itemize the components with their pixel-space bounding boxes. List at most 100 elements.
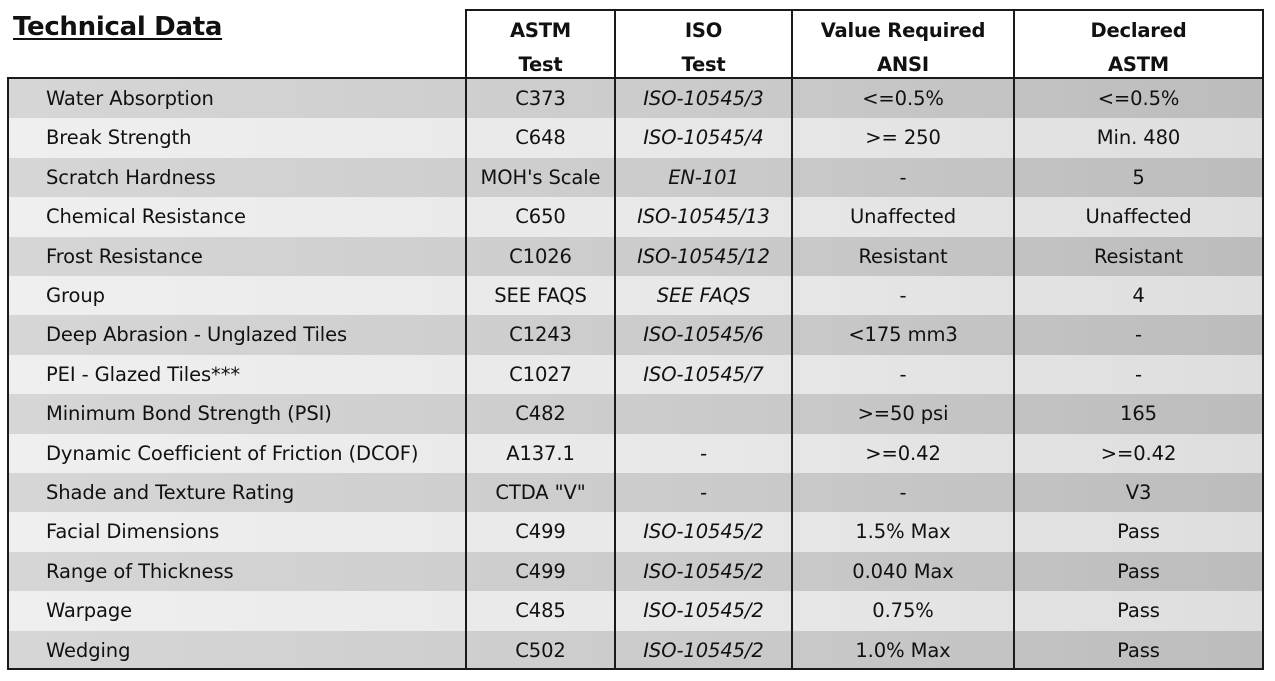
table-top-border: [465, 9, 1264, 11]
iso-test-cell: ISO-10545/13: [637, 205, 770, 229]
property-cell: Wedging: [46, 638, 131, 662]
iso-test-cell: ISO-10545/6: [643, 323, 764, 347]
table-row: Dynamic Coefficient of Friction (DCOF) A…: [8, 433, 1263, 473]
table-row: Frost Resistance C1026 ISO-10545/12 Resi…: [8, 236, 1263, 276]
column-header-line: ASTM: [509, 19, 572, 42]
value-required-cell: Unaffected: [849, 205, 957, 229]
value-required-cell: Resistant: [858, 244, 948, 268]
column-header-line: ASTM: [1107, 53, 1170, 76]
iso-test-cell: [615, 394, 792, 433]
page-title: Technical Data: [13, 12, 223, 42]
table-row: Chemical Resistance C650 ISO-10545/13 Un…: [8, 197, 1263, 237]
table-row: Water Absorption C373 ISO-10545/3 <=0.5%…: [8, 79, 1263, 119]
declared-value-cell: Pass: [1117, 599, 1160, 623]
declared-value-cell: V3: [1125, 481, 1152, 504]
value-required-cell: <175 mm3: [848, 323, 958, 347]
astm-test-cell: C648: [515, 126, 566, 150]
astm-test-cell: C485: [515, 599, 566, 623]
value-required-cell: 1.0% Max: [855, 638, 951, 662]
declared-value-cell: Resistant: [1093, 244, 1184, 268]
iso-test-cell: -: [700, 441, 707, 465]
astm-test-cell: C650: [515, 205, 566, 229]
value-required-cell: -: [899, 362, 907, 386]
table-row: Break Strength C648 ISO-10545/4 >= 250 M…: [8, 118, 1263, 158]
property-cell: Facial Dimensions: [46, 520, 220, 544]
property-cell: Range of Thickness: [46, 559, 234, 583]
table-row: Group SEE FAQS SEE FAQS - 4: [8, 276, 1263, 316]
declared-value-cell: Pass: [1117, 638, 1160, 662]
astm-test-cell: C499: [515, 520, 566, 544]
astm-test-cell: SEE FAQS: [494, 284, 587, 307]
iso-test-cell: -: [700, 481, 707, 504]
table-row: Facial Dimensions C499 ISO-10545/2 1.5% …: [8, 512, 1263, 552]
iso-test-cell: EN-101: [668, 165, 739, 189]
iso-test-cell: ISO-10545/2: [643, 559, 764, 583]
declared-value-cell: 4: [1132, 284, 1145, 307]
column-header-line: Value Required: [820, 19, 986, 42]
property-cell: Deep Abrasion - Unglazed Tiles: [46, 323, 348, 347]
iso-test-cell: ISO-10545/7: [643, 362, 764, 386]
header-bottom-border: [7, 77, 1264, 79]
table-header: ASTM Test ISO Test Value Required ANSI D…: [0, 0, 1275, 78]
astm-test-cell: C1027: [509, 362, 572, 386]
property-cell: Dynamic Coefficient of Friction (DCOF): [46, 441, 419, 465]
astm-test-cell: C482: [515, 402, 566, 426]
table-row: Wedging C502 ISO-10545/2 1.0% Max Pass: [8, 630, 1263, 670]
value-required-cell: -: [899, 284, 907, 307]
value-required-cell: 0.75%: [872, 599, 934, 623]
iso-test-cell: ISO-10545/4: [643, 126, 764, 150]
property-cell: Scratch Hardness: [46, 165, 216, 189]
column-header-iso-test: ISO Test: [615, 14, 792, 82]
property-cell: Water Absorption: [46, 87, 214, 110]
table-row: PEI - Glazed Tiles*** C1027 ISO-10545/7 …: [8, 354, 1263, 395]
column-header-line: ANSI: [877, 53, 929, 76]
table-row: Warpage C485 ISO-10545/2 0.75% Pass: [8, 591, 1263, 631]
astm-test-cell: A137.1: [506, 441, 575, 465]
iso-test-cell: ISO-10545/12: [637, 244, 770, 268]
astm-test-cell: CTDA "V": [495, 481, 586, 504]
declared-value-cell: -: [1135, 323, 1142, 347]
table-left-border: [7, 77, 9, 670]
column-header-line: Test: [681, 53, 726, 76]
column-header-line: ISO: [684, 19, 723, 42]
iso-test-cell: ISO-10545/2: [643, 599, 764, 623]
iso-test-cell: ISO-10545/3: [643, 87, 764, 110]
astm-test-cell: C502: [515, 638, 566, 662]
declared-value-cell: Min. 480: [1096, 126, 1181, 150]
column-divider: [791, 9, 793, 670]
property-cell: Group: [46, 284, 105, 307]
column-header-line: Declared: [1090, 19, 1187, 42]
table-row: Range of Thickness C499 ISO-10545/2 0.04…: [8, 551, 1263, 592]
property-cell: Break Strength: [46, 126, 192, 150]
table-row: Shade and Texture Rating CTDA "V" - - V3: [8, 473, 1263, 513]
table-right-border: [1262, 9, 1264, 670]
iso-test-cell: ISO-10545/2: [643, 520, 764, 544]
value-required-cell: >=0.42: [865, 441, 941, 465]
value-required-cell: -: [899, 481, 907, 504]
property-cell: Frost Resistance: [46, 244, 203, 268]
value-required-cell: 0.040 Max: [852, 559, 954, 583]
declared-value-cell: -: [1135, 362, 1142, 386]
declared-value-cell: Pass: [1117, 559, 1160, 583]
property-cell: Minimum Bond Strength (PSI): [46, 402, 332, 426]
table-row: Scratch Hardness MOH's Scale EN-101 - 5: [8, 157, 1263, 198]
value-required-cell: -: [899, 165, 907, 189]
property-cell: Chemical Resistance: [46, 205, 246, 229]
column-header-line: Test: [518, 53, 563, 76]
declared-value-cell: <=0.5%: [1097, 87, 1180, 110]
column-divider: [465, 9, 467, 670]
value-required-cell: <=0.5%: [862, 87, 944, 110]
astm-test-cell: C1243: [509, 323, 572, 347]
property-cell: PEI - Glazed Tiles***: [46, 362, 241, 386]
astm-test-cell: C373: [515, 87, 566, 110]
table-bottom-border: [7, 668, 1264, 670]
property-cell: Warpage: [46, 599, 133, 623]
declared-value-cell: 165: [1120, 402, 1157, 426]
table-row: Deep Abrasion - Unglazed Tiles C1243 ISO…: [8, 315, 1263, 355]
column-header-value-required: Value Required ANSI: [792, 14, 1014, 82]
iso-test-cell: ISO-10545/2: [643, 638, 764, 662]
value-required-cell: >= 250: [865, 126, 941, 150]
column-divider: [614, 9, 616, 670]
technical-data-table: Water Absorption C373 ISO-10545/3 <=0.5%…: [8, 79, 1263, 670]
declared-value-cell: Pass: [1117, 520, 1160, 544]
